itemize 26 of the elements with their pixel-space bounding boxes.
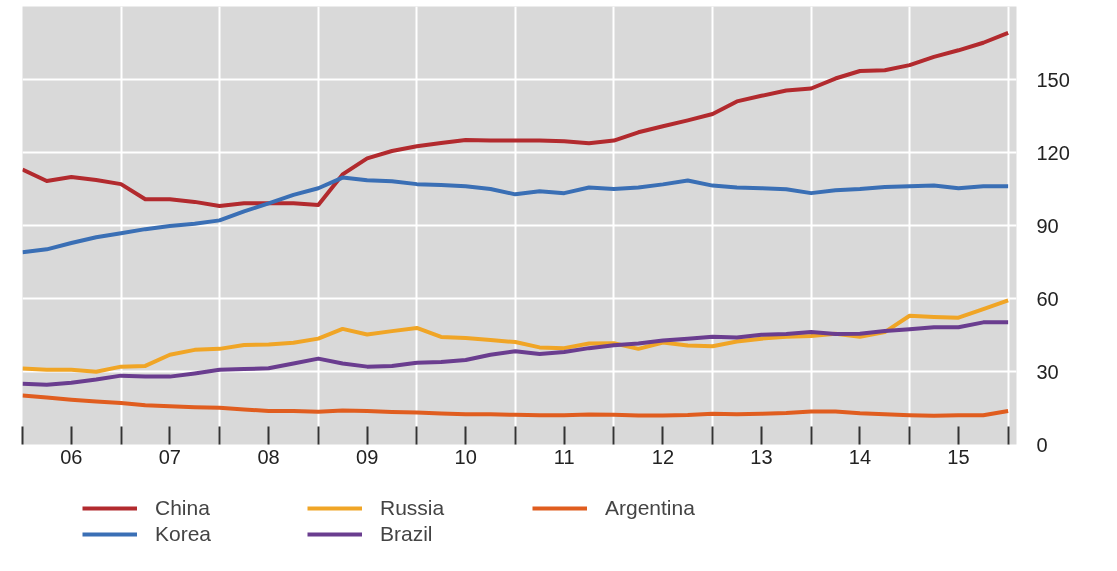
legend-label: China [155, 496, 211, 520]
y-tick-label: 150 [1036, 68, 1070, 91]
line-series [22, 298, 1011, 374]
y-tick-label: 60 [1036, 287, 1059, 310]
x-tick-label: 07 [158, 445, 181, 468]
line-series [22, 320, 1011, 387]
legend-label: Argentina [605, 496, 696, 520]
line-series [22, 175, 1011, 255]
legend-label: Russia [380, 496, 446, 520]
x-tick-label: 06 [60, 445, 83, 468]
y-tick-label: 90 [1036, 214, 1059, 237]
legend-label: Brazil [380, 522, 434, 546]
legend-label: Korea [155, 522, 213, 546]
y-tick-label: 120 [1036, 141, 1070, 164]
x-tick-label: 12 [651, 445, 675, 468]
y-tick-label: 30 [1036, 360, 1059, 383]
y-tick-label: 0 [1036, 433, 1048, 456]
x-tick-label: 11 [553, 445, 575, 468]
x-tick-label: 09 [356, 445, 379, 468]
x-tick-label: 08 [257, 445, 280, 468]
x-tick-label: 13 [750, 445, 773, 468]
x-tick-label: 14 [848, 445, 872, 468]
x-tick-label: 15 [947, 445, 970, 468]
line-series [22, 30, 1011, 209]
line-series [22, 393, 1011, 418]
x-tick-label: 10 [454, 445, 477, 468]
